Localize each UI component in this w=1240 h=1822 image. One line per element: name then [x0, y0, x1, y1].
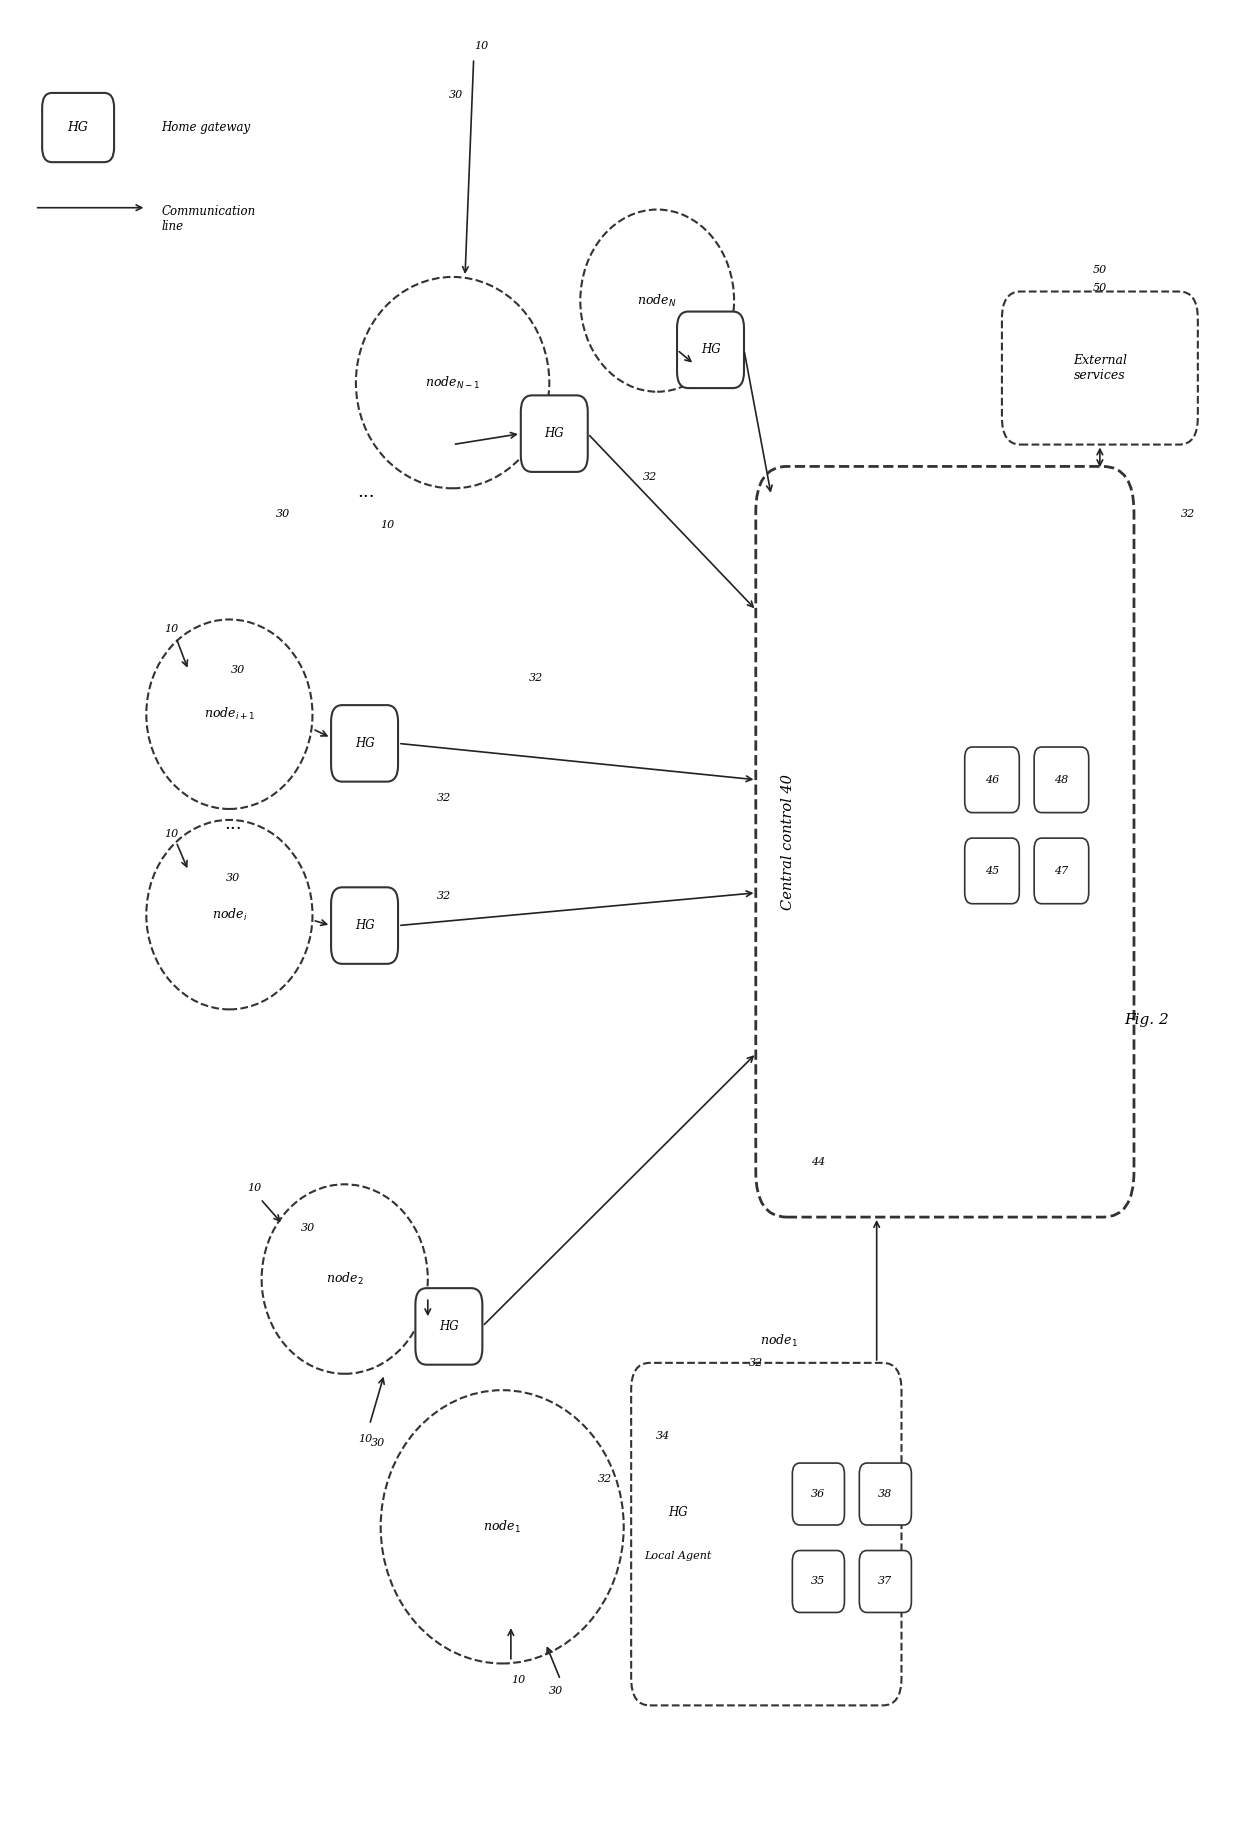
Text: 37: 37	[878, 1576, 893, 1587]
Text: ...: ...	[357, 483, 374, 501]
Ellipse shape	[356, 277, 549, 488]
Text: 32: 32	[598, 1474, 613, 1485]
Text: node$_{i+1}$: node$_{i+1}$	[203, 707, 255, 722]
Text: HG: HG	[668, 1505, 688, 1520]
Text: Communication
line: Communication line	[161, 204, 255, 233]
Text: 10: 10	[358, 1434, 373, 1445]
Text: Local Agent: Local Agent	[645, 1551, 712, 1561]
FancyBboxPatch shape	[42, 93, 114, 162]
Text: 46: 46	[985, 774, 999, 785]
Text: 30: 30	[275, 508, 290, 519]
Text: node$_2$: node$_2$	[326, 1272, 363, 1286]
Text: 50: 50	[1092, 282, 1107, 293]
Text: 10: 10	[164, 623, 179, 634]
FancyBboxPatch shape	[1034, 747, 1089, 813]
Text: ...: ...	[224, 814, 242, 833]
Text: 35: 35	[811, 1576, 826, 1587]
FancyBboxPatch shape	[859, 1551, 911, 1612]
FancyBboxPatch shape	[677, 312, 744, 388]
Text: 30: 30	[548, 1685, 563, 1696]
FancyBboxPatch shape	[1034, 838, 1089, 904]
Text: HG: HG	[701, 343, 720, 357]
FancyBboxPatch shape	[792, 1551, 844, 1612]
Text: 30: 30	[371, 1438, 386, 1448]
Text: 34: 34	[656, 1430, 671, 1441]
Text: 10: 10	[164, 829, 179, 840]
Text: HG: HG	[68, 120, 88, 135]
Ellipse shape	[146, 820, 312, 1009]
Text: 45: 45	[985, 865, 999, 876]
Text: 36: 36	[811, 1489, 826, 1500]
FancyBboxPatch shape	[631, 1363, 901, 1705]
FancyBboxPatch shape	[331, 887, 398, 964]
Text: 32: 32	[436, 793, 451, 804]
Text: node$_{N-1}$: node$_{N-1}$	[425, 375, 480, 390]
Ellipse shape	[262, 1184, 428, 1374]
Text: 10: 10	[379, 519, 394, 530]
Text: External
services: External services	[1073, 353, 1127, 383]
Text: Fig. 2: Fig. 2	[1125, 1013, 1169, 1028]
Ellipse shape	[580, 210, 734, 392]
Text: Central control 40: Central control 40	[781, 774, 795, 909]
Text: 48: 48	[1054, 774, 1069, 785]
Ellipse shape	[146, 619, 312, 809]
Text: HG: HG	[355, 918, 374, 933]
Text: 10: 10	[474, 40, 489, 51]
Text: node$_i$: node$_i$	[212, 907, 247, 922]
Text: node$_1$: node$_1$	[484, 1520, 521, 1534]
Text: 50: 50	[1092, 264, 1107, 275]
Text: 30: 30	[300, 1223, 315, 1233]
FancyBboxPatch shape	[965, 747, 1019, 813]
Text: 10: 10	[247, 1182, 262, 1193]
Text: node$_N$: node$_N$	[637, 293, 677, 308]
Text: HG: HG	[355, 736, 374, 751]
FancyBboxPatch shape	[859, 1463, 911, 1525]
Text: HG: HG	[544, 426, 564, 441]
Text: 32: 32	[1180, 508, 1195, 519]
FancyBboxPatch shape	[756, 466, 1133, 1217]
FancyBboxPatch shape	[1002, 292, 1198, 445]
Text: 32: 32	[642, 472, 657, 483]
Text: HG: HG	[439, 1319, 459, 1334]
Ellipse shape	[381, 1390, 624, 1663]
FancyBboxPatch shape	[415, 1288, 482, 1365]
FancyBboxPatch shape	[965, 838, 1019, 904]
FancyBboxPatch shape	[331, 705, 398, 782]
Text: 32: 32	[436, 891, 451, 902]
Text: 47: 47	[1054, 865, 1069, 876]
Text: 30: 30	[231, 665, 246, 676]
Text: 30: 30	[449, 89, 464, 100]
FancyBboxPatch shape	[792, 1463, 844, 1525]
Text: 10: 10	[511, 1674, 526, 1685]
Text: 32: 32	[528, 672, 543, 683]
Text: 30: 30	[226, 873, 241, 884]
Text: 32: 32	[749, 1357, 764, 1368]
Text: node$_1$: node$_1$	[760, 1334, 797, 1348]
Text: Home gateway: Home gateway	[161, 120, 250, 135]
FancyBboxPatch shape	[521, 395, 588, 472]
Text: 44: 44	[811, 1157, 825, 1168]
Text: 38: 38	[878, 1489, 893, 1500]
